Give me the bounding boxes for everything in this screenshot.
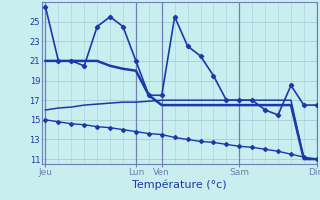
X-axis label: Température (°c): Température (°c) xyxy=(132,180,227,190)
